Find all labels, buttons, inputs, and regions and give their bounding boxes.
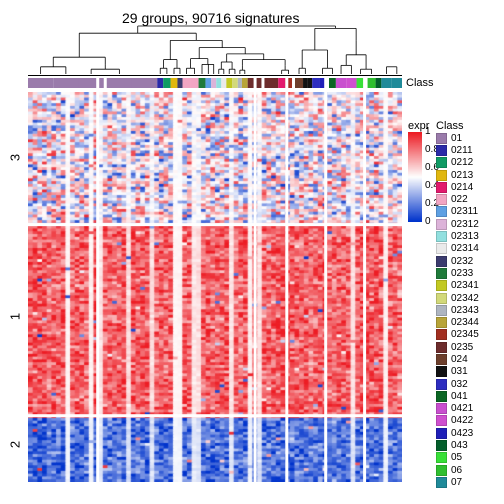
- class-label-text: 02345: [451, 329, 479, 340]
- class-swatch: [436, 415, 447, 426]
- class-swatch: [436, 293, 447, 304]
- class-swatch: [436, 133, 447, 144]
- class-swatch: [436, 231, 447, 242]
- class-legend-item: 02344: [436, 316, 479, 328]
- class-label-text: 0233: [451, 268, 473, 279]
- class-swatch: [436, 366, 447, 377]
- class-label-text: 043: [451, 440, 468, 451]
- class-legend-item: 02343: [436, 304, 479, 316]
- class-swatch: [436, 206, 447, 217]
- class-label-text: 0232: [451, 256, 473, 267]
- class-swatch: [436, 428, 447, 439]
- class-label-text: 02314: [451, 243, 479, 254]
- class-swatch: [436, 243, 447, 254]
- class-legend-item: 02311: [436, 206, 479, 218]
- class-legend-item: 01: [436, 132, 479, 144]
- class-label-text: 0211: [451, 145, 473, 156]
- class-legend-item: 02342: [436, 292, 479, 304]
- class-legend-item: 02341: [436, 280, 479, 292]
- class-label-text: 06: [451, 465, 462, 476]
- class-legend-item: 022: [436, 193, 479, 205]
- class-legend-item: 0423: [436, 427, 479, 439]
- class-label-text: 0213: [451, 170, 473, 181]
- class-legend-item: 0212: [436, 157, 479, 169]
- class-label-text: 0421: [451, 403, 473, 414]
- class-legend-item: 0211: [436, 144, 479, 156]
- class-legend-item: 0233: [436, 267, 479, 279]
- class-swatch: [436, 317, 447, 328]
- class-swatch: [436, 305, 447, 316]
- class-legend-item: 02313: [436, 230, 479, 242]
- class-legend-item: 0235: [436, 341, 479, 353]
- class-label-text: 02344: [451, 317, 479, 328]
- class-legend-item: 043: [436, 439, 479, 451]
- class-swatch: [436, 145, 447, 156]
- class-legend-item: 07: [436, 476, 479, 488]
- class-label-text: 02342: [451, 293, 479, 304]
- class-label-text: 01: [451, 133, 462, 144]
- class-swatch: [436, 452, 447, 463]
- figure: 29 groups, 90716 signatures Class 312 ex…: [0, 0, 504, 504]
- class-swatch: [436, 170, 447, 181]
- class-label-text: 0212: [451, 157, 473, 168]
- class-legend-item: 032: [436, 378, 479, 390]
- class-swatch: [436, 194, 447, 205]
- class-label-text: 031: [451, 366, 468, 377]
- class-swatch: [436, 157, 447, 168]
- class-legend-item: 0422: [436, 415, 479, 427]
- class-label-text: 0423: [451, 428, 473, 439]
- class-label-text: 05: [451, 452, 462, 463]
- class-swatch: [436, 342, 447, 353]
- class-legend-item: 0421: [436, 403, 479, 415]
- class-swatch: [436, 440, 447, 451]
- class-label-text: 0214: [451, 182, 473, 193]
- class-label-text: 07: [451, 477, 462, 488]
- class-swatch: [436, 329, 447, 340]
- class-legend-item: 024: [436, 353, 479, 365]
- class-label-text: 02343: [451, 305, 479, 316]
- class-legend-item: 02314: [436, 243, 479, 255]
- class-legend-item: 041: [436, 390, 479, 402]
- class-swatch: [436, 465, 447, 476]
- class-label-text: 02312: [451, 219, 479, 230]
- class-legend-item: 031: [436, 366, 479, 378]
- class-legend-item: 05: [436, 452, 479, 464]
- class-swatch: [436, 403, 447, 414]
- class-swatch: [436, 256, 447, 267]
- class-legend-items: 0102110212 0213021402202311 02312023130231…: [436, 132, 479, 489]
- class-swatch: [436, 391, 447, 402]
- class-swatch: [436, 379, 447, 390]
- class-legend-item: 06: [436, 464, 479, 476]
- class-legend-item: 0213: [436, 169, 479, 181]
- class-swatch: [436, 354, 447, 365]
- class-label-text: 0235: [451, 342, 473, 353]
- class-swatch: [436, 219, 447, 230]
- class-legend-item: 0232: [436, 255, 479, 267]
- class-swatch: [436, 477, 447, 488]
- class-legend-item: 0214: [436, 181, 479, 193]
- class-swatch: [436, 182, 447, 193]
- class-label-text: 02313: [451, 231, 479, 242]
- heatmap-split-lines: [0, 0, 504, 504]
- class-swatch: [436, 268, 447, 279]
- class-label-text: 041: [451, 391, 468, 402]
- class-legend-item: 02312: [436, 218, 479, 230]
- class-label-text: 022: [451, 194, 468, 205]
- class-label-text: 032: [451, 379, 468, 390]
- expr-legend-gradient: [408, 132, 422, 222]
- class-label-text: 02341: [451, 280, 479, 291]
- class-label-text: 024: [451, 354, 468, 365]
- class-legend-item: 02345: [436, 329, 479, 341]
- class-label-text: 02311: [451, 206, 478, 217]
- class-label-text: 0422: [451, 415, 473, 426]
- class-legend-title: Class: [436, 120, 464, 132]
- class-swatch: [436, 280, 447, 291]
